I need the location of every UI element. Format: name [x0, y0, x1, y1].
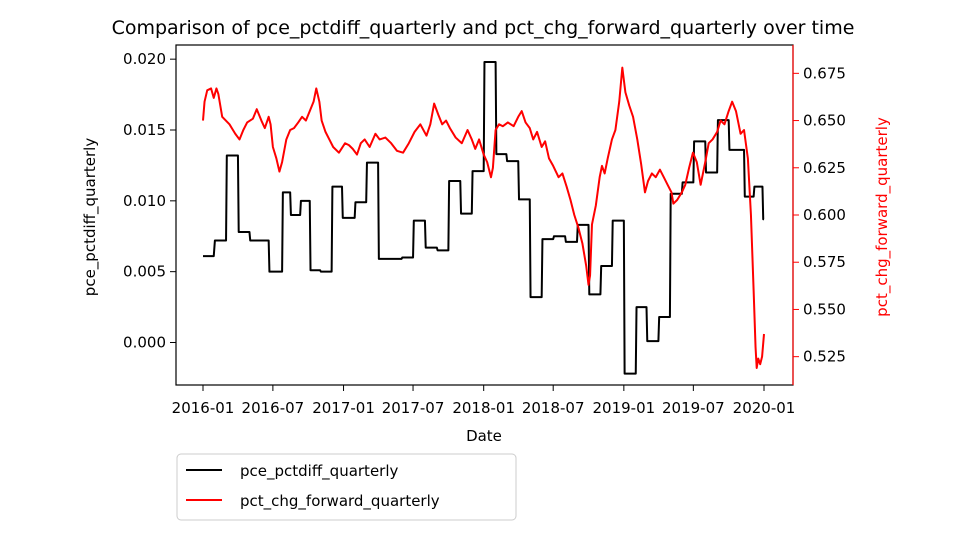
y-right-tick-label: 0.625 [803, 159, 846, 177]
y-left-tick-label: 0.010 [123, 192, 166, 210]
x-tick-label: 2017-01 [312, 399, 375, 417]
y-axis-right: 0.525 0.550 0.575 0.600 0.625 0.650 0.675 [793, 64, 846, 366]
y-left-tick-label: 0.020 [123, 50, 166, 68]
legend-box [176, 453, 517, 521]
y-right-tick-label: 0.600 [803, 206, 846, 224]
legend-label-pce: pce_pctdiff_quarterly [240, 462, 399, 481]
chart-title: Comparison of pce_pctdiff_quarterly and … [112, 17, 855, 39]
x-tick-label: 2019-07 [662, 399, 725, 417]
x-tick-label: 2017-07 [382, 399, 445, 417]
x-tick-label: 2016-01 [172, 399, 235, 417]
y-left-tick-label: 0.005 [123, 263, 166, 281]
x-tick-label: 2019-01 [593, 399, 656, 417]
legend: pce_pctdiff_quarterly pct_chg_forward_qu… [176, 453, 517, 521]
y-axis-right-label: pct_chg_forward_quarterly [873, 117, 892, 317]
y-axis-left-label: pce_pctdiff_quarterly [81, 138, 100, 297]
series-layer [202, 61, 765, 375]
y-right-tick-label: 0.525 [803, 348, 846, 366]
x-tick-label: 2018-07 [522, 399, 585, 417]
y-right-tick-label: 0.675 [803, 64, 846, 82]
x-tick-label: 2018-01 [452, 399, 515, 417]
y-right-tick-label: 0.650 [803, 112, 846, 130]
y-right-tick-label: 0.550 [803, 300, 846, 318]
x-axis-label: Date [466, 427, 502, 445]
y-left-tick-label: 0.000 [123, 334, 166, 352]
y-axis-left: 0.000 0.005 0.010 0.015 0.020 [123, 50, 176, 352]
x-axis: 2016-01 2016-07 2017-01 2017-07 2018-01 2018-… [172, 385, 796, 417]
x-tick-label: 2020-01 [733, 399, 796, 417]
y-right-tick-label: 0.575 [803, 253, 846, 271]
x-tick-label: 2016-07 [242, 399, 305, 417]
legend-label-forward: pct_chg_forward_quarterly [240, 492, 440, 511]
series-line-pct-chg-forward [202, 66, 765, 369]
y-left-tick-label: 0.015 [123, 121, 166, 139]
